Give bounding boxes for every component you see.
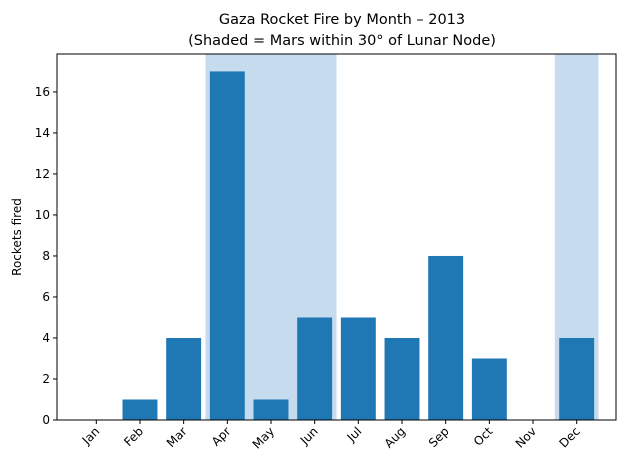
- chart-subtitle: (Shaded = Mars within 30° of Lunar Node): [188, 33, 496, 49]
- x-tick-label: Jan: [79, 424, 103, 448]
- bar-aug: [384, 337, 420, 420]
- bar-feb: [122, 399, 158, 420]
- bar-sep: [428, 255, 464, 420]
- x-tick-label: Nov: [513, 424, 539, 450]
- y-tick-label: 4: [42, 331, 50, 345]
- x-tick-label: Jun: [297, 424, 321, 448]
- y-tick-label: 6: [42, 290, 50, 304]
- bar-jul: [340, 317, 376, 420]
- bar-mar: [166, 337, 202, 420]
- y-tick-label: 14: [35, 126, 50, 140]
- x-tick-label: Apr: [209, 424, 234, 449]
- x-tick-label: Mar: [164, 424, 190, 450]
- y-tick-label: 0: [42, 413, 50, 427]
- y-tick-label: 10: [35, 208, 50, 222]
- y-tick-label: 16: [35, 85, 50, 99]
- bar-jun: [297, 317, 333, 420]
- bar-apr: [209, 71, 245, 420]
- y-tick-label: 12: [35, 167, 50, 181]
- chart-title: Gaza Rocket Fire by Month – 2013: [219, 12, 465, 28]
- bar-may: [253, 399, 289, 420]
- y-tick-label: 2: [42, 372, 50, 386]
- x-tick-label: Aug: [382, 424, 408, 450]
- y-axis-label: Rockets fired: [10, 198, 24, 276]
- bar-oct: [471, 358, 507, 420]
- x-tick-label: May: [250, 424, 277, 451]
- bar-dec: [559, 337, 595, 420]
- y-tick-label: 8: [42, 249, 50, 263]
- plot-frame: [56, 53, 617, 421]
- x-tick-label: Jul: [344, 424, 365, 445]
- bar-series: [122, 71, 595, 420]
- x-tick-label: Feb: [121, 424, 146, 449]
- x-tick-label: Dec: [556, 424, 582, 450]
- x-tick-label: Sep: [426, 424, 452, 450]
- x-tick-label: Oct: [471, 424, 496, 449]
